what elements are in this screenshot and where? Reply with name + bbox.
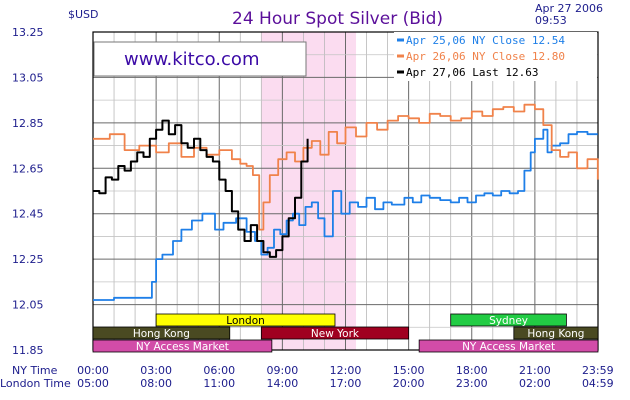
x-tick-london: 20:00 — [393, 377, 425, 390]
session-bar — [155, 313, 336, 327]
session-label: Sydney — [489, 315, 528, 327]
x-tick-london: 14:00 — [267, 377, 299, 390]
x-tick-london: 02:00 — [519, 377, 551, 390]
x-tick-london: 04:59 — [582, 377, 614, 390]
legend-entry: Apr 26,06 NY Close 12.80 — [406, 50, 565, 63]
x-tick-london: 17:00 — [330, 377, 362, 390]
x-tick-ny: 06:00 — [203, 364, 235, 377]
ny-time-label: NY Time — [12, 364, 58, 377]
legend: Apr 25,06 NY Close 12.54 Apr 26,06 NY Clo… — [394, 32, 597, 81]
y-tick-label: 12.85 — [12, 117, 44, 130]
legend-entry: Apr 25,06 NY Close 12.54 — [406, 34, 565, 47]
x-tick-ny: 03:00 — [140, 364, 172, 377]
session-label: New York — [311, 328, 360, 340]
session-label: NY Access Market — [462, 341, 555, 353]
y-axis-ticks: 13.25 13.05 12.85 12.65 12.45 12.25 12.05 11.85 — [12, 26, 44, 357]
y-tick-label: 11.85 — [12, 344, 44, 357]
x-tick-ny: 09:00 — [267, 364, 299, 377]
session-bar — [418, 339, 599, 353]
x-tick-london: 11:00 — [203, 377, 235, 390]
x-tick-ny: 12:00 — [330, 364, 362, 377]
currency-label: $USD — [68, 8, 99, 21]
y-tick-label: 12.05 — [12, 299, 44, 312]
session-bar — [92, 339, 273, 353]
x-tick-london: 05:00 — [77, 377, 109, 390]
x-tick-ny: 18:00 — [456, 364, 488, 377]
x-tick-ny: 21:00 — [519, 364, 551, 377]
series-line-2 — [93, 103, 599, 231]
y-tick-label: 12.25 — [12, 253, 44, 266]
session-bar — [513, 326, 599, 340]
x-tick-london: 08:00 — [140, 377, 172, 390]
session-bar — [450, 313, 567, 327]
header-date: Apr 27 2006 — [535, 2, 603, 15]
session-label: Hong Kong — [527, 328, 584, 340]
session-label: NY Access Market — [136, 341, 229, 353]
x-tick-ny: 15:00 — [393, 364, 425, 377]
y-tick-label: 12.45 — [12, 208, 44, 221]
x-tick-ny: 00:00 — [77, 364, 109, 377]
y-tick-label: 13.25 — [12, 26, 44, 39]
x-tick-ny: 23:59 — [582, 364, 614, 377]
header-time: 09:53 — [535, 14, 567, 27]
brand-label: www.kitco.com — [124, 49, 259, 70]
chart-title: 24 Hour Spot Silver (Bid) — [232, 9, 443, 29]
legend-background — [394, 32, 597, 81]
y-tick-label: 12.65 — [12, 162, 44, 175]
session-bar — [260, 326, 410, 340]
session-label: Hong Kong — [133, 328, 190, 340]
y-tick-label: 13.05 — [12, 71, 44, 84]
london-time-label: London Time — [0, 377, 71, 390]
session-bar — [92, 326, 231, 340]
plot-area — [92, 31, 599, 351]
session-label: London — [226, 315, 265, 327]
brand-box: www.kitco.com — [93, 41, 307, 77]
legend-entry: Apr 27,06 Last 12.63 — [406, 66, 538, 79]
series-line-3 — [93, 119, 309, 258]
series-line-1 — [93, 128, 598, 301]
x-tick-london: 23:00 — [456, 377, 488, 390]
